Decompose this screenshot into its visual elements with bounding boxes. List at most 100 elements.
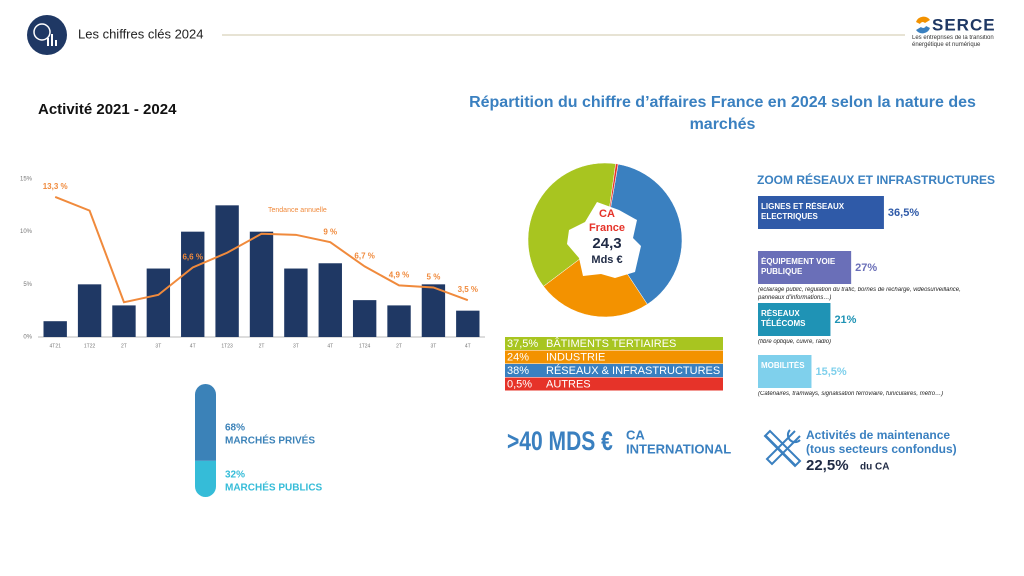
bar-label: LIGNES ET RÉSEAUX ELECTRIQUES — [761, 202, 845, 221]
pie-slice — [543, 239, 648, 318]
pie-center-label: Mds € — [591, 254, 622, 266]
bar-label: MOBILITÉS — [761, 361, 805, 370]
bar — [249, 231, 274, 337]
bar-label-box: ÉQUIPEMENT VOIE PUBLIQUE — [761, 257, 836, 276]
legend-label: RÉSEAUX & INFRASTRUCTURES — [546, 364, 720, 377]
x-tick-label: 2T — [396, 343, 402, 349]
y-tick-label: 15% — [20, 177, 33, 183]
bar-value: 36,5% — [888, 207, 919, 219]
bar — [421, 284, 446, 337]
header-icon — [27, 15, 67, 55]
trend-label: 9 % — [323, 227, 337, 236]
logo-mark — [916, 16, 930, 24]
x-tick-label: 3T — [155, 343, 161, 349]
maintenance-share: 22,5% — [806, 457, 849, 474]
bar — [387, 305, 411, 337]
x-tick-label: 2T — [121, 343, 127, 349]
segment-value: 32% — [225, 470, 245, 481]
bar — [758, 303, 831, 336]
stack-segment — [195, 460, 216, 497]
pie-center-label: 24,3 — [592, 235, 621, 252]
trend-label: 3,5 % — [458, 285, 478, 294]
segment-value: 68% — [225, 423, 245, 434]
france-shape — [567, 202, 641, 278]
international-label: CA — [626, 427, 645, 442]
pill — [195, 384, 216, 497]
bar — [146, 268, 171, 337]
bar-value: 15,5% — [815, 366, 846, 378]
x-tick-label: 3T — [431, 343, 437, 349]
trend-label: 5 % — [427, 273, 441, 282]
x-tick-label: 3T — [293, 343, 299, 349]
bar — [352, 300, 377, 337]
pie-slice — [527, 162, 616, 287]
logo-text: SERCE — [932, 15, 996, 34]
bar — [456, 310, 480, 337]
legend-label: BÂTIMENTS TERTIAIRES — [546, 337, 676, 350]
logo-subtitle-box: Les entreprises de la transition énergét… — [912, 35, 994, 48]
zoom-title: ZOOM RÉSEAUX ET INFRASTRUCTURES — [757, 172, 995, 187]
x-tick-label: 1T24 — [359, 343, 371, 349]
bar-note-box: (fibre optique, cuivre, radio) — [758, 339, 832, 345]
bar-note: (Caténaires, tramways, signalisation fer… — [758, 391, 944, 397]
legend-swatch — [505, 337, 723, 350]
bar — [112, 305, 136, 337]
legend-label: INDUSTRIE — [546, 351, 605, 363]
bar-value: 21% — [834, 314, 856, 326]
icon-pie — [33, 23, 51, 41]
bar — [758, 251, 852, 284]
legend-value: 24% — [507, 351, 529, 363]
y-tick-label: 10% — [20, 229, 33, 235]
legend-swatch — [505, 350, 723, 364]
legend-swatch — [505, 377, 723, 391]
logo-mark — [916, 26, 930, 34]
bar — [318, 263, 342, 337]
trend-label: 6,7 % — [354, 252, 374, 261]
international-amount: >40 MDS € — [507, 427, 613, 457]
legend-swatch — [505, 364, 723, 377]
header-title: Les chiffres clés 2024 — [78, 26, 204, 41]
pie-slice — [604, 163, 683, 305]
bar-label-box: RÉSEAUX TÉLÉCOMS — [761, 309, 805, 328]
bar-note-box: (éclairage public, régulation du trafic,… — [758, 287, 961, 301]
y-tick-label: 5% — [23, 282, 32, 288]
x-tick-label: 4T — [327, 343, 333, 349]
trend-label: 6,6 % — [182, 253, 202, 262]
bar-value: 27% — [855, 262, 877, 274]
bar-label: ÉQUIPEMENT VOIE PUBLIQUE — [761, 257, 836, 276]
legend-label: AUTRES — [546, 378, 591, 390]
y-tick-label: 0% — [23, 335, 32, 341]
segment-name: MARCHÉS PRIVÉS — [225, 434, 315, 447]
legend-value: 37,5% — [507, 338, 538, 350]
pie-title-box: Répartition du chiffre d’affaires France… — [469, 94, 976, 133]
trend-name: Tendance annuelle — [268, 207, 327, 214]
bar-note-box: (Caténaires, tramways, signalisation fer… — [758, 391, 944, 397]
bar-label-box: LIGNES ET RÉSEAUX ELECTRIQUES — [761, 202, 845, 221]
icon-bars — [47, 34, 57, 46]
bar-note: (éclairage public, régulation du trafic,… — [758, 287, 961, 301]
x-tick-label: 1T23 — [221, 343, 233, 349]
x-tick-label: 4T21 — [49, 343, 61, 349]
bar — [181, 231, 205, 337]
bar — [758, 196, 884, 229]
bar — [215, 205, 239, 337]
bar — [284, 268, 308, 337]
bar — [758, 355, 812, 388]
trend-label: 13,3 % — [43, 182, 68, 191]
x-tick-label: 4T — [465, 343, 471, 349]
bar-note: (fibre optique, cuivre, radio) — [758, 339, 832, 345]
bar-label-box: MOBILITÉS — [761, 361, 805, 370]
segment-name: MARCHÉS PUBLICS — [225, 481, 323, 494]
x-tick-label: 4T — [190, 343, 196, 349]
maintenance-text: (tous secteurs confondus) — [806, 442, 957, 456]
trend-line — [54, 195, 469, 304]
pie-title: Répartition du chiffre d’affaires France… — [469, 94, 976, 133]
bar — [77, 284, 102, 337]
international-label: INTERNATIONAL — [626, 441, 731, 456]
logo-subtitle: Les entreprises de la transition énergét… — [912, 35, 994, 48]
x-tick-label: 2T — [259, 343, 265, 349]
pie-center-label: France — [589, 222, 625, 234]
pie-center-label: CA — [599, 208, 615, 220]
